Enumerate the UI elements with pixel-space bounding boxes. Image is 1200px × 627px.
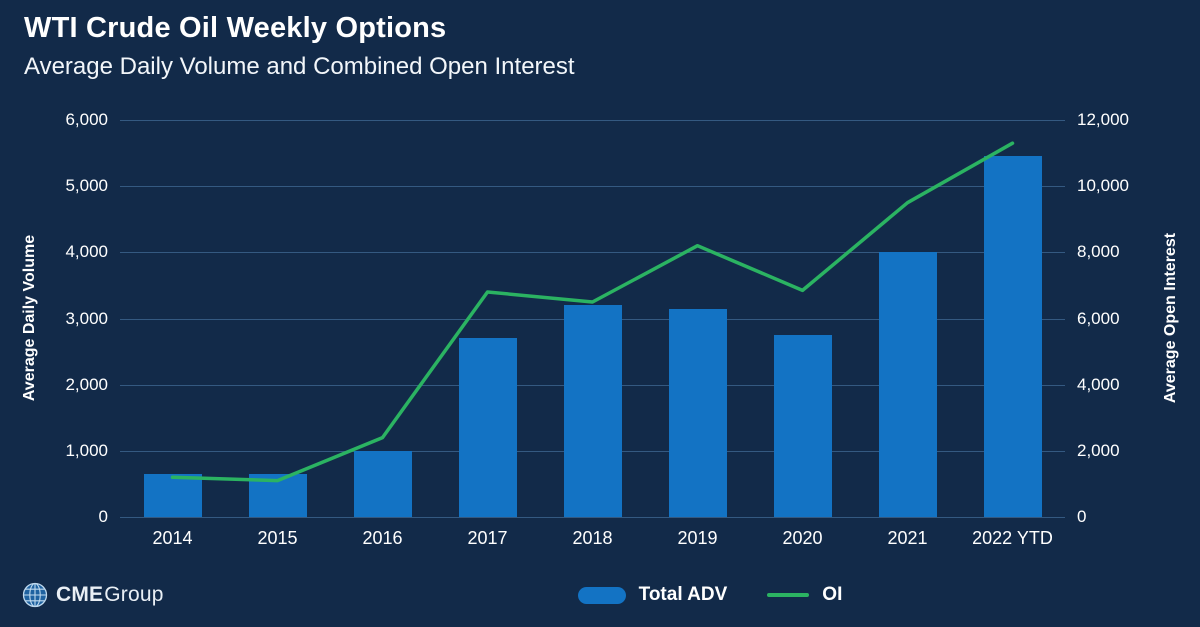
chart-title: WTI Crude Oil Weekly Options bbox=[24, 12, 447, 44]
x-axis-tick-label: 2015 bbox=[257, 528, 298, 548]
adv-bar-2016 bbox=[353, 450, 412, 517]
brand-name-cme: CME bbox=[56, 583, 104, 606]
x-axis-tick-label: 2022 YTD bbox=[972, 528, 1053, 548]
brand-footer: CMEGroup bbox=[22, 582, 164, 608]
legend-item-oi: OI bbox=[767, 584, 842, 606]
right-axis-tick-label: 6,000 bbox=[1077, 308, 1120, 328]
gridline bbox=[120, 252, 1065, 254]
oi-swatch bbox=[767, 593, 810, 597]
brand-name: CMEGroup bbox=[56, 583, 164, 607]
left-axis-tick-label: 1,000 bbox=[65, 440, 108, 460]
x-axis-tick-label: 2021 bbox=[887, 528, 928, 548]
right-axis-tick-label: 4,000 bbox=[1077, 374, 1120, 394]
left-axis-tick-label: 5,000 bbox=[65, 176, 108, 196]
left-axis-tick-label: 3,000 bbox=[65, 308, 108, 328]
x-axis-tick-label: 2014 bbox=[152, 528, 193, 548]
right-axis-tick-label: 12,000 bbox=[1077, 110, 1129, 129]
right-axis-tick-label: 0 bbox=[1077, 507, 1087, 526]
plot-area bbox=[120, 120, 1065, 518]
left-axis-tick-label: 4,000 bbox=[65, 242, 108, 262]
x-axis-tick-label: 2016 bbox=[362, 528, 403, 548]
left-axis-tick-label: 6,000 bbox=[65, 110, 108, 129]
oi-line bbox=[170, 141, 1015, 483]
gridline bbox=[120, 120, 1065, 121]
left-axis-tick-label: 0 bbox=[98, 507, 108, 526]
adv-bar-2017 bbox=[458, 338, 517, 517]
adv-bar-2019 bbox=[668, 308, 727, 517]
adv-bar-2021 bbox=[878, 252, 937, 517]
x-axis-tick-label: 2019 bbox=[677, 528, 718, 548]
adv-bar-2022-ytd bbox=[983, 156, 1042, 517]
legend-label-total-adv: Total ADV bbox=[638, 584, 728, 605]
gridline bbox=[120, 517, 1065, 518]
adv-bar-2018 bbox=[563, 305, 622, 517]
x-axis-tick-label: 2017 bbox=[467, 528, 508, 548]
brand-name-group: Group bbox=[104, 583, 164, 606]
right-axis-tick-label: 8,000 bbox=[1077, 242, 1120, 262]
right-axis-tick-label: 2,000 bbox=[1077, 440, 1120, 460]
right-axis-tick-label: 10,000 bbox=[1077, 176, 1129, 196]
legend-label-oi: OI bbox=[822, 584, 843, 605]
adv-bar-2014 bbox=[143, 474, 202, 517]
chart-legend: Total ADV OI bbox=[220, 584, 1200, 606]
x-axis-tick-label: 2018 bbox=[572, 528, 613, 548]
legend-item-total-adv: Total ADV bbox=[577, 584, 728, 606]
chart-subtitle: Average Daily Volume and Combined Open I… bbox=[24, 53, 575, 80]
adv-bar-2020 bbox=[773, 335, 832, 517]
cme-globe-icon bbox=[22, 582, 48, 608]
left-axis-tick-label: 2,000 bbox=[65, 374, 108, 394]
gridline bbox=[120, 186, 1065, 188]
x-axis-tick-label: 2020 bbox=[782, 528, 823, 548]
total-adv-swatch bbox=[577, 586, 626, 604]
